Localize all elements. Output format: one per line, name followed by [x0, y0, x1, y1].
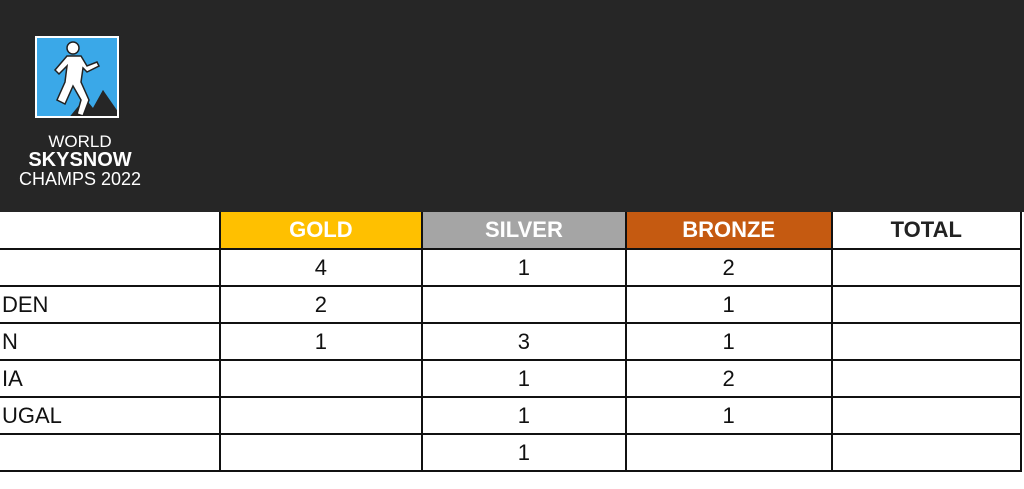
cell-gold [218, 433, 424, 472]
table-row: UGAL 1 1 [0, 396, 1023, 435]
header-banner: WORLD SKYSNOW CHAMPS 2022 [0, 0, 1024, 212]
skyrunner-mountain-logo-icon [35, 36, 119, 118]
cell-country: IA [0, 359, 221, 398]
header-gold: GOLD [218, 212, 424, 250]
logo-line-3: CHAMPS 2022 [18, 169, 142, 189]
medal-table: GOLD SILVER BRONZE TOTAL 4 1 2 DEN 2 1 N 1 3 1 IA 1… [0, 212, 1023, 472]
cell-country: N [0, 322, 221, 361]
cell-silver: 1 [421, 433, 627, 472]
cell-silver: 1 [421, 248, 627, 287]
cell-bronze: 2 [624, 248, 833, 287]
cell-total [830, 359, 1023, 398]
cell-total [830, 322, 1023, 361]
cell-gold [218, 396, 424, 435]
header-bronze: BRONZE [624, 212, 833, 250]
table-row: DEN 2 1 [0, 285, 1023, 324]
cell-total [830, 248, 1023, 287]
logo-line-1: WORLD [48, 132, 112, 151]
cell-gold: 1 [218, 322, 424, 361]
cell-country: UGAL [0, 396, 221, 435]
cell-gold: 2 [218, 285, 424, 324]
logo-line-2: SKYSNOW [28, 149, 132, 171]
header-silver: SILVER [421, 212, 627, 250]
cell-total [830, 285, 1023, 324]
table-header-row: GOLD SILVER BRONZE TOTAL [0, 212, 1023, 250]
cell-country [0, 433, 221, 472]
logo-text: WORLD SKYSNOW CHAMPS 2022 [10, 132, 150, 189]
cell-country [0, 248, 221, 287]
cell-silver [421, 285, 627, 324]
table-row: IA 1 2 [0, 359, 1023, 398]
cell-bronze: 2 [624, 359, 833, 398]
cell-gold: 4 [218, 248, 424, 287]
cell-total [830, 396, 1023, 435]
header-country [0, 212, 221, 250]
header-total: TOTAL [830, 212, 1023, 250]
cell-country: DEN [0, 285, 221, 324]
cell-bronze: 1 [624, 285, 833, 324]
cell-silver: 1 [421, 359, 627, 398]
cell-silver: 3 [421, 322, 627, 361]
cell-total [830, 433, 1023, 472]
table-row: 1 [0, 433, 1023, 472]
cell-gold [218, 359, 424, 398]
cell-bronze: 1 [624, 396, 833, 435]
cell-bronze [624, 433, 833, 472]
cell-silver: 1 [421, 396, 627, 435]
event-logo: WORLD SKYSNOW CHAMPS 2022 [10, 34, 150, 199]
cell-bronze: 1 [624, 322, 833, 361]
